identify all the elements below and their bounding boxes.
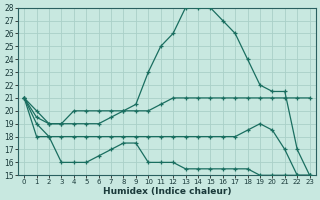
- X-axis label: Humidex (Indice chaleur): Humidex (Indice chaleur): [103, 187, 231, 196]
